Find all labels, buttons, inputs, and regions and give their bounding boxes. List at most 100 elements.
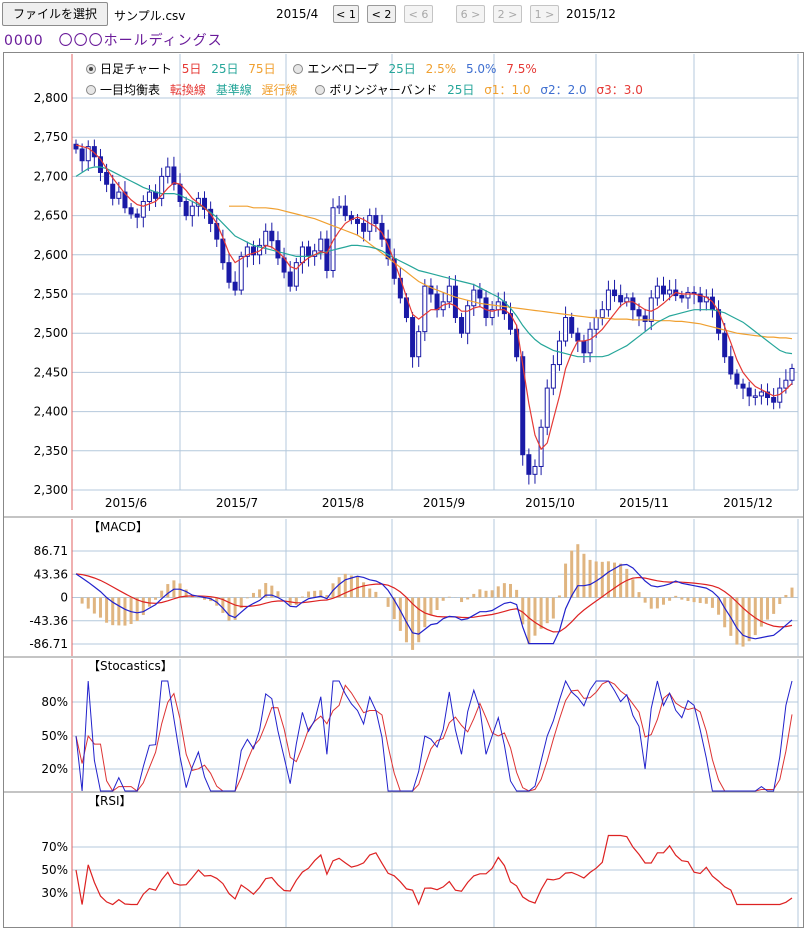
stoch-tick-label: 20% [41,762,68,776]
month-label: 2015/7 [216,496,258,510]
stoch-k-line [75,679,793,792]
macd-hist-bar [117,597,121,626]
macd-hist-bar [564,563,568,598]
macd-hist-bar [411,597,415,650]
price-tick-label: 2,450 [34,365,68,379]
macd-hist-bar [772,597,776,614]
macd-hist-bar [270,585,274,598]
macd-hist-bar [527,597,531,645]
radio-icon[interactable] [86,85,96,95]
macd-hist-bar [478,589,482,598]
env1-label: 2.5% [425,62,457,76]
candle-body [728,356,734,375]
macd-hist-bar [123,597,127,626]
macd-hist-bar [141,597,145,616]
candle-body [654,285,660,299]
prev-1-button[interactable]: < 1 [333,5,359,23]
month-label: 2015/11 [619,496,669,510]
candle-body [526,454,532,475]
macd-hist-bar [135,597,139,621]
month-label: 2015/12 [723,496,773,510]
macd-hist-bar [508,583,512,598]
candle-body [434,293,440,311]
macd-hist-bar [619,563,623,598]
sigma3-label: σ3：3.0 [596,83,643,97]
macd-hist-bar [307,591,311,598]
next-1-button[interactable]: 1 > [530,5,559,23]
macd-hist-bar [386,597,390,607]
candle-body [752,395,758,398]
candle-body [73,143,79,150]
macd-hist-bar [251,592,255,598]
macd-hist-bar [649,597,653,609]
candle-body [642,315,648,322]
macd-hist-bar [398,597,402,631]
macd-hist-bar [154,597,158,600]
rsi-tick-label: 30% [41,886,68,900]
candle-body [146,191,152,202]
macd-hist-bar [276,591,280,598]
macd-hist-bar [533,597,537,636]
macd-hist-bar [661,597,665,605]
legend-row-1: 日足チャート 5日 25日 75日 エンベロープ 25日 2.5% 5.0% 7… [86,60,543,77]
macd-hist-bar [594,561,598,598]
macd-hist-bar [362,582,366,598]
candle-body [257,244,263,256]
macd-title: 【MACD】 [88,520,148,534]
macd-hist-bar [196,597,200,599]
env-days-label: 25日 [388,62,416,76]
macd-hist-bar [557,595,561,598]
macd-hist-bar [111,597,115,626]
env3-label: 7.5% [506,62,537,76]
candle-body [630,297,636,311]
radio-icon[interactable] [293,64,304,74]
sigma1-label: σ1：1.0 [484,83,531,97]
macd-hist-bar [349,575,353,598]
env2-label: 5.0% [465,62,497,76]
macd-hist-bar [759,597,763,627]
macd-hist-bar [790,587,794,598]
candle-body [183,200,189,217]
candle-body [587,328,593,354]
candle-body [575,332,581,342]
prev-6-button[interactable]: < 6 [404,5,433,23]
price-tick-label: 2,500 [34,326,68,340]
macd-hist-bar [258,589,262,598]
file-select-button[interactable]: ファイルを選択 [2,2,108,26]
macd-hist-bar [717,597,721,615]
macd-hist-bar [570,550,574,598]
macd-hist-bar [190,596,194,598]
stochastics-title: 【Stocastics】 [88,659,173,673]
stoch-tick-label: 50% [41,729,68,743]
macd-hist-bar [80,597,84,604]
candle-body [177,183,183,202]
macd-hist-bar [710,597,714,608]
candle-body [189,205,195,217]
radio-icon[interactable] [86,64,96,74]
range-end: 2015/12 [566,7,616,21]
macd-hist-bar [264,583,268,598]
candle-body [667,289,673,295]
price-tick-label: 2,400 [34,405,68,419]
candle-body [563,317,569,342]
radio-icon[interactable] [315,85,326,95]
kijun-label: 基準線 [215,83,252,97]
macd-hist-bar [576,544,580,598]
ichimoku-option[interactable]: 一目均衡表 [86,83,160,97]
macd-hist-bar [741,597,745,647]
macd-hist-bar [86,597,90,609]
envelope-option[interactable]: エンベロープ [293,62,379,76]
macd-hist-bar [545,597,549,624]
prev-2-button[interactable]: < 2 [367,5,396,23]
next-6-button[interactable]: 6 > [456,5,485,23]
next-2-button[interactable]: 2 > [493,5,522,23]
bollinger-option[interactable]: ボリンジャーバンド [315,83,437,97]
daily-chart-option[interactable]: 日足チャート [86,62,172,76]
stock-title: 0000 〇〇〇ホールディングス [4,33,223,49]
price-tick-label: 2,750 [34,130,68,144]
envelope-label: エンベロープ [307,62,379,76]
candle-body [165,166,171,177]
candle-body [287,271,293,287]
candle-body [171,166,177,185]
toolbar: ファイルを選択 サンプル.csv 2015/4 < 1 < 2 < 6 6 > … [0,0,808,28]
